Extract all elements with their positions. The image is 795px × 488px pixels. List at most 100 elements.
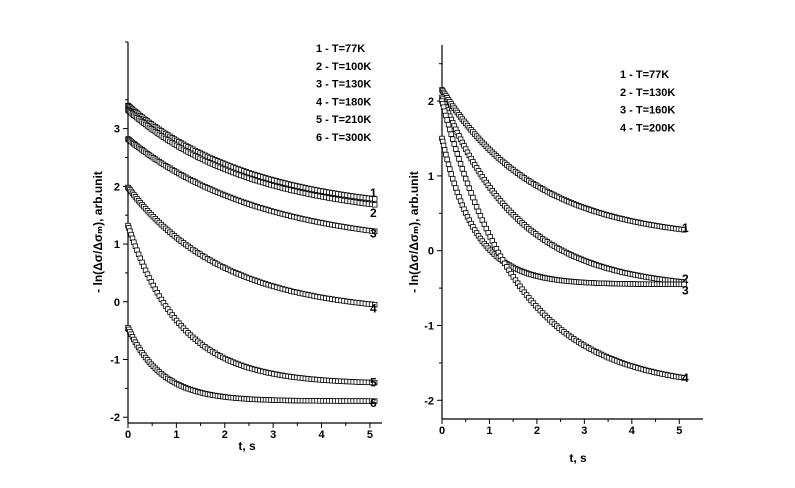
- y-tick-label: 1: [114, 239, 120, 251]
- data-point: [473, 204, 480, 210]
- data-point: [371, 196, 378, 202]
- data-point: [471, 199, 478, 205]
- x-tick-label: 2: [222, 429, 228, 441]
- legend-entry: 4 - T=200K: [620, 122, 675, 134]
- legend-entry: 1 - T=77K: [316, 43, 365, 55]
- data-point: [453, 146, 459, 152]
- data-point: [449, 175, 456, 182]
- data-point: [447, 166, 453, 172]
- series-4: 4: [439, 98, 689, 385]
- curve-label: 3: [370, 226, 377, 240]
- series-1: 1: [125, 102, 378, 202]
- data-point: [475, 208, 482, 214]
- data-point: [449, 136, 456, 142]
- data-point: [443, 151, 449, 158]
- data-point: [454, 151, 460, 157]
- curve-label: 2: [370, 206, 377, 220]
- y-axis-title: - ln(Δσ/Δσₘ), arb.unit: [407, 171, 421, 293]
- data-point: [440, 142, 447, 149]
- y-tick-label: -1: [110, 355, 120, 367]
- y-tick-label: -2: [110, 412, 120, 424]
- y-tick-label: -1: [424, 321, 434, 333]
- x-tick-label: 1: [173, 429, 179, 441]
- legend-entry: 1 - T=77K: [620, 69, 669, 81]
- legend-entry: 2 - T=100K: [316, 61, 371, 73]
- data-point: [459, 166, 465, 172]
- x-tick-label: 4: [629, 425, 636, 437]
- panel-1: 0 1 2 3 4 5 -2 -1 0 1 2 3 t, s - ln(Δσ/Δσₘ), arb.unit…: [91, 41, 382, 453]
- x-axis-title: t, s: [569, 451, 587, 465]
- curve-label: 1: [370, 186, 377, 200]
- data-point: [448, 171, 454, 177]
- data-point: [447, 126, 453, 133]
- data-point: [477, 212, 484, 219]
- series-2: 2: [439, 94, 689, 286]
- y-tick-label: -2: [424, 395, 434, 407]
- fit-curve: [127, 138, 375, 232]
- y-tick-label: 1: [428, 171, 434, 183]
- series-3: 3: [125, 136, 378, 240]
- data-point: [468, 190, 474, 196]
- y-tick-label: 3: [114, 124, 120, 136]
- legend-entry: 2 - T=130K: [620, 87, 675, 99]
- data-point: [371, 301, 378, 308]
- data-point: [681, 227, 687, 233]
- data-point: [470, 194, 476, 201]
- x-tick-label: 0: [439, 425, 445, 437]
- legend-entry: 3 - T=160K: [620, 105, 675, 117]
- fit-curve: [127, 327, 375, 402]
- data-point: [448, 131, 454, 137]
- data-point: [441, 147, 448, 153]
- data-point: [453, 185, 459, 191]
- legend-entry: 4 - T=180K: [316, 96, 371, 108]
- curve-label: 3: [682, 283, 689, 297]
- series-3: 3: [439, 135, 689, 297]
- data-point: [371, 202, 378, 208]
- data-point: [456, 156, 462, 162]
- data-point: [457, 161, 464, 167]
- series-1: 1: [439, 87, 689, 235]
- y-axis-title: - ln(Δσ/Δσₘ), arb.unit: [91, 171, 105, 293]
- data-point: [681, 375, 687, 381]
- curve-label: 1: [682, 221, 689, 235]
- data-point: [681, 281, 687, 288]
- x-tick-label: 5: [367, 429, 373, 441]
- y-tick-label: 0: [114, 297, 120, 309]
- curve-label: 4: [370, 302, 377, 316]
- y-tick-label: 2: [428, 96, 434, 108]
- data-point: [371, 228, 378, 234]
- data-point: [443, 112, 449, 119]
- data-point: [461, 170, 467, 177]
- data-point: [451, 141, 457, 147]
- curve-label: 6: [370, 396, 377, 410]
- data-point: [466, 185, 472, 191]
- x-tick-label: 1: [486, 425, 492, 437]
- legend-entry: 6 - T=300K: [316, 132, 371, 144]
- data-point: [462, 175, 469, 182]
- y-tick-label: 2: [114, 181, 120, 193]
- y-tick-label: 0: [428, 246, 434, 258]
- x-tick-label: 3: [270, 429, 276, 441]
- data-point: [445, 121, 452, 128]
- data-point: [451, 180, 457, 187]
- legend-entry: 5 - T=210K: [316, 114, 371, 126]
- legend-entry: 3 - T=130K: [316, 79, 371, 91]
- x-axis-title: t, s: [238, 439, 256, 453]
- series-6: 6: [125, 324, 378, 410]
- data-point: [444, 117, 450, 123]
- data-point: [464, 180, 471, 187]
- series-4: 4: [125, 184, 378, 316]
- series-2: 2: [125, 107, 378, 220]
- x-tick-label: 0: [125, 429, 131, 441]
- curve-label: 4: [682, 371, 689, 385]
- data-point: [444, 156, 450, 163]
- x-tick-label: 5: [676, 425, 682, 437]
- curve-label: 2: [682, 272, 689, 286]
- series-5: 5: [125, 222, 378, 390]
- x-tick-label: 3: [581, 425, 587, 437]
- x-tick-label: 4: [318, 429, 325, 441]
- data-point: [371, 398, 378, 404]
- data-point: [371, 379, 378, 386]
